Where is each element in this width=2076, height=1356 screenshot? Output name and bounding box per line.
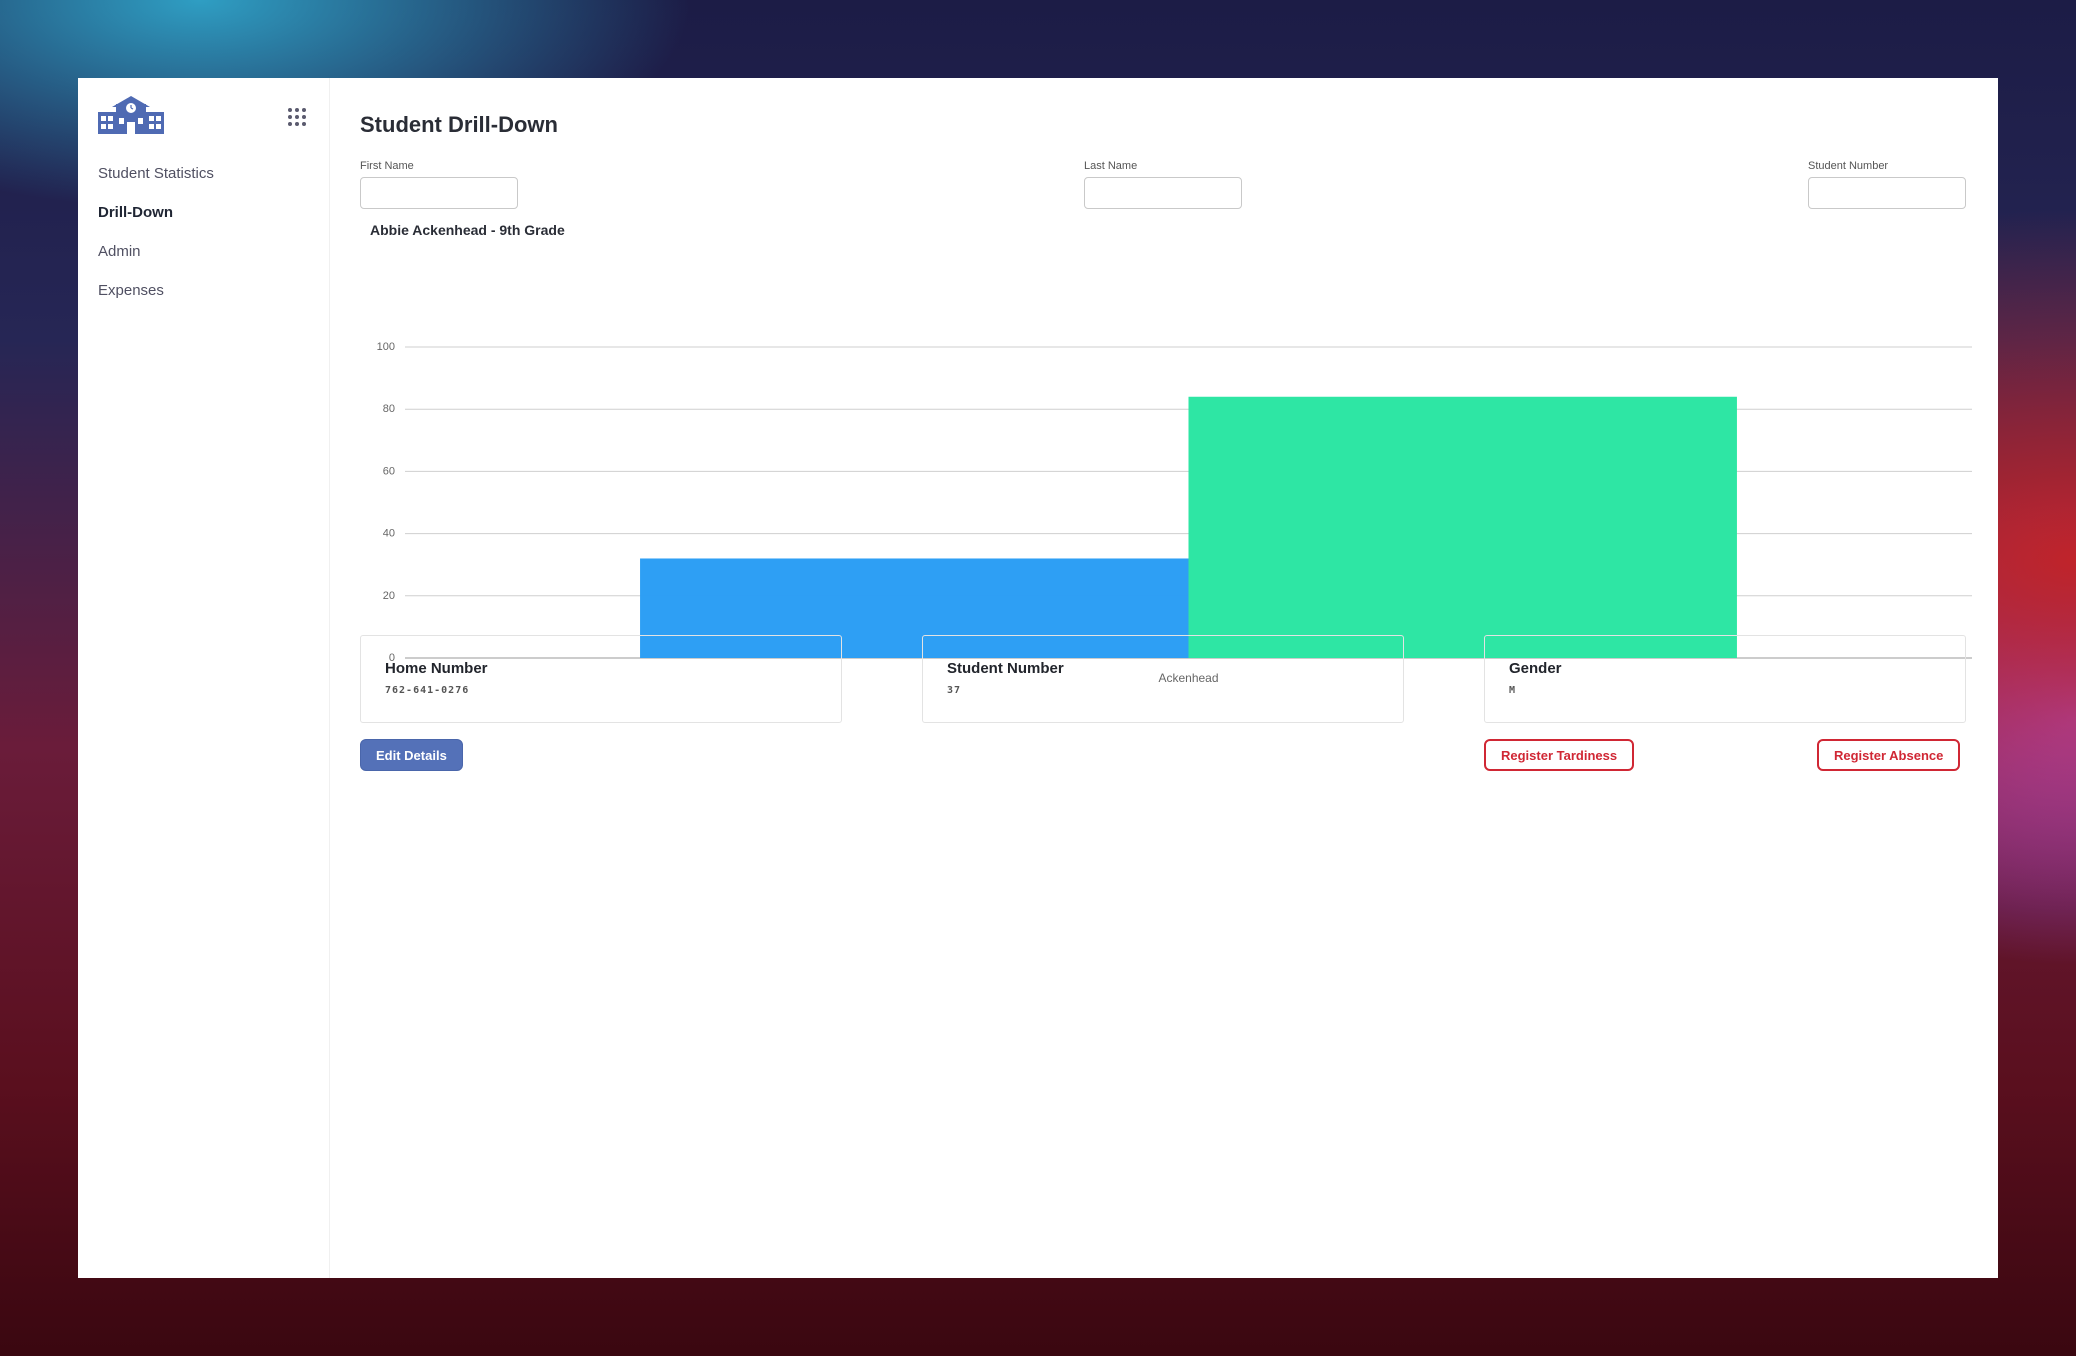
student-number-card-value: 37 xyxy=(947,685,962,696)
student-number-label: Student Number xyxy=(1808,160,1889,172)
last-name-label: Last Name xyxy=(1084,160,1138,172)
sidebar-item-admin[interactable]: Admin xyxy=(98,243,141,260)
bar xyxy=(640,558,1189,658)
apps-grid-icon[interactable] xyxy=(288,108,306,126)
y-tick-label: 20 xyxy=(383,590,395,602)
main-content: Student Drill-Down First Name Last Name … xyxy=(330,78,1998,1278)
home-number-label: Home Number xyxy=(385,660,488,677)
y-tick-label: 100 xyxy=(377,341,395,353)
first-name-input[interactable] xyxy=(360,177,518,209)
home-number-card: Home Number 762-641-0276 xyxy=(360,635,842,723)
student-number-input[interactable] xyxy=(1808,177,1966,209)
register-absence-button[interactable]: Register Absence xyxy=(1817,739,1961,771)
student-number-card: Student Number 37 xyxy=(922,635,1404,723)
gender-label: Gender xyxy=(1509,660,1562,677)
student-number-field: Student Number xyxy=(1808,160,1966,209)
bar-chart: 0 20 40 60 80 100 Ackenhead xyxy=(377,341,1972,685)
chart-title: Abbie Ackenhead - 9th Grade xyxy=(370,222,565,238)
edit-details-button[interactable]: Edit Details xyxy=(360,739,463,771)
y-tick-label: 60 xyxy=(383,465,395,477)
student-number-card-label: Student Number xyxy=(947,660,1064,677)
sidebar-item-drill-down[interactable]: Drill-Down xyxy=(98,204,173,221)
last-name-field: Last Name xyxy=(1084,160,1242,209)
y-tick-label: 40 xyxy=(383,528,395,540)
school-building-icon[interactable] xyxy=(98,96,164,134)
gender-card: Gender M xyxy=(1484,635,1966,723)
first-name-label: First Name xyxy=(360,160,414,172)
first-name-field: First Name xyxy=(360,160,518,209)
sidebar: Student Statistics Drill-Down Admin Expe… xyxy=(78,78,330,1278)
sidebar-nav: Student Statistics Drill-Down Admin Expe… xyxy=(98,164,214,320)
page-title: Student Drill-Down xyxy=(360,112,558,137)
last-name-input[interactable] xyxy=(1084,177,1242,209)
register-tardiness-button[interactable]: Register Tardiness xyxy=(1484,739,1635,771)
y-tick-label: 80 xyxy=(383,403,395,415)
x-tick-label: Ackenhead xyxy=(1158,671,1218,685)
gender-value: M xyxy=(1509,685,1517,696)
sidebar-item-expenses[interactable]: Expenses xyxy=(98,282,164,299)
app-window: Student Statistics Drill-Down Admin Expe… xyxy=(78,78,1998,1278)
sidebar-item-student-statistics[interactable]: Student Statistics xyxy=(98,165,214,182)
bar xyxy=(1188,396,1737,658)
home-number-value: 762-641-0276 xyxy=(385,685,470,696)
y-tick-label: 0 xyxy=(389,652,395,664)
